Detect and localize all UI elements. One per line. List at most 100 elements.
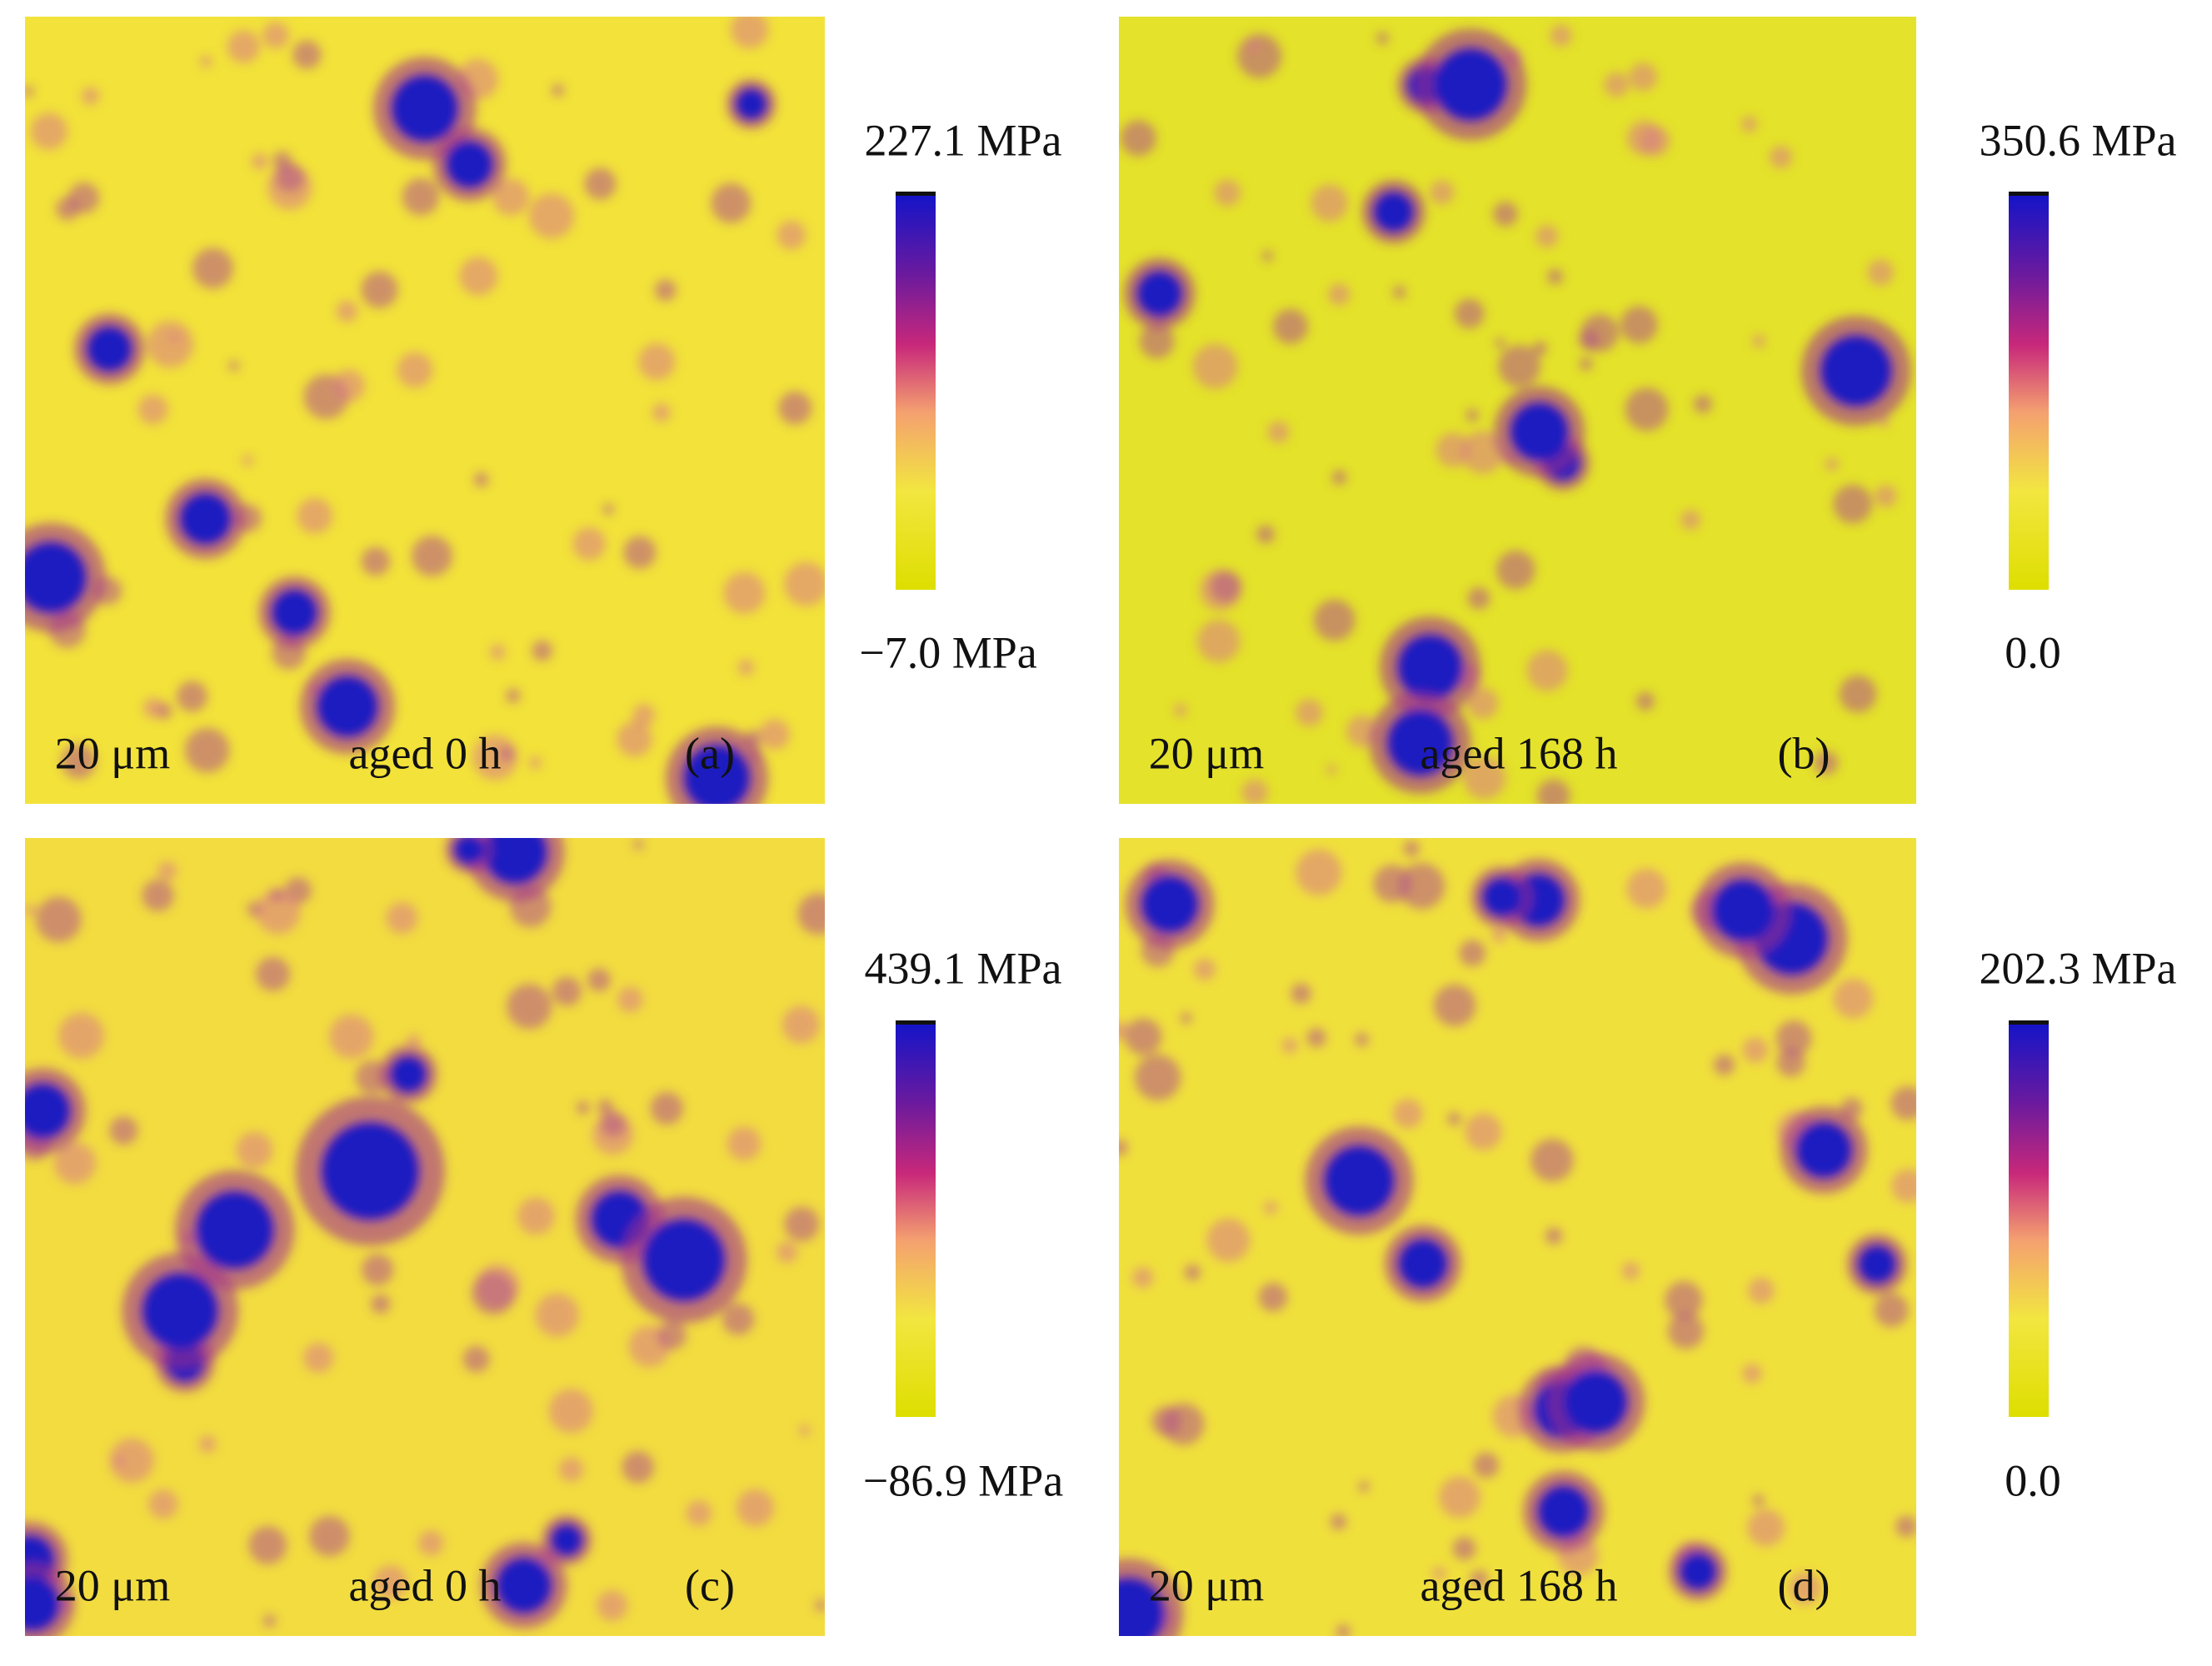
speckle (1258, 1282, 1288, 1312)
speckle (1296, 699, 1323, 726)
speckle (1536, 779, 1570, 804)
particle (452, 838, 485, 865)
colorbar-max: 439.1 MPa (864, 943, 1061, 993)
particle (1136, 270, 1184, 317)
speckle (1495, 337, 1505, 349)
particle (445, 140, 494, 189)
speckle (723, 571, 766, 614)
colorbar (896, 195, 936, 590)
speckle (1193, 958, 1216, 980)
speckle (142, 697, 164, 719)
speckle (1833, 978, 1874, 1019)
colorbar-max: 350.6 MPa (1979, 115, 2176, 165)
speckle (623, 536, 657, 569)
speckle (1206, 1218, 1251, 1262)
speckle (776, 1241, 798, 1263)
particle (1397, 1238, 1449, 1289)
map-features (1119, 840, 1916, 1636)
speckle (262, 1614, 276, 1628)
particle (1480, 876, 1522, 918)
colorbar-min: −86.9 MPa (863, 1455, 1064, 1505)
speckle (1604, 72, 1630, 97)
speckle (1256, 525, 1276, 544)
speckle (462, 1345, 490, 1373)
particle (495, 1556, 553, 1614)
speckle (275, 162, 305, 192)
speckle (1693, 394, 1712, 414)
speckle (236, 1131, 273, 1169)
speckle (1241, 779, 1268, 804)
speckle (1498, 345, 1541, 387)
speckle (1867, 259, 1894, 286)
speckle (1447, 1111, 1461, 1126)
speckle (1833, 484, 1873, 524)
speckle (1174, 703, 1187, 717)
colorbar-min: −7.0 MPa (859, 627, 1037, 677)
speckle (1775, 1020, 1812, 1057)
speckle (1272, 308, 1308, 345)
speckle (686, 1500, 712, 1526)
speckle (657, 1320, 687, 1350)
particle (86, 325, 133, 373)
colorbar (896, 1024, 936, 1417)
speckle (492, 178, 530, 216)
speckle (1192, 343, 1238, 389)
speckle (506, 688, 521, 703)
speckle (584, 167, 617, 200)
speckle (1328, 283, 1351, 306)
speckle (776, 220, 806, 250)
speckle (176, 681, 208, 712)
speckle (597, 1099, 613, 1115)
particle (1140, 875, 1200, 935)
speckle (58, 1012, 104, 1059)
colorbar-min: 0.0 (2005, 627, 2061, 677)
speckle (1742, 1363, 1762, 1384)
speckle (1246, 39, 1261, 53)
speckle (1336, 1624, 1351, 1636)
speckle (1466, 408, 1479, 422)
speckle (1495, 550, 1535, 590)
speckle (577, 1101, 590, 1115)
speckle (1530, 1139, 1574, 1182)
speckle (256, 890, 301, 935)
speckle (1358, 1481, 1370, 1493)
speckle (617, 986, 643, 1013)
speckle (329, 1015, 374, 1060)
speckle (552, 83, 564, 97)
speckle (1461, 431, 1505, 474)
particle (390, 73, 460, 143)
speckle (61, 744, 97, 779)
speckle (517, 1197, 555, 1235)
speckle (1752, 334, 1766, 348)
speckle (638, 343, 676, 381)
speckle (1895, 1515, 1916, 1538)
speckle (297, 497, 333, 534)
speckle (1210, 571, 1242, 603)
speckle (1119, 1139, 1128, 1156)
particle (1386, 709, 1455, 777)
speckle (507, 984, 552, 1030)
speckle (535, 1293, 579, 1337)
speckle (371, 1294, 391, 1314)
particle (316, 675, 380, 739)
speckle (1454, 298, 1485, 329)
speckle (67, 182, 100, 214)
speckle (25, 85, 34, 97)
particle (389, 1055, 428, 1094)
speckle (1296, 849, 1342, 896)
speckle (617, 721, 652, 757)
speckle (109, 1438, 154, 1483)
speckle (1267, 421, 1290, 443)
speckle (30, 112, 67, 150)
speckle (781, 1005, 820, 1044)
particle (1509, 401, 1570, 462)
speckle (1261, 250, 1273, 262)
colorbar-top (896, 192, 936, 196)
speckle (1665, 1281, 1703, 1319)
speckle (53, 1142, 96, 1185)
particle (1372, 190, 1415, 233)
speckle (192, 247, 233, 289)
speckle (248, 1526, 287, 1564)
particle (1323, 1145, 1396, 1217)
